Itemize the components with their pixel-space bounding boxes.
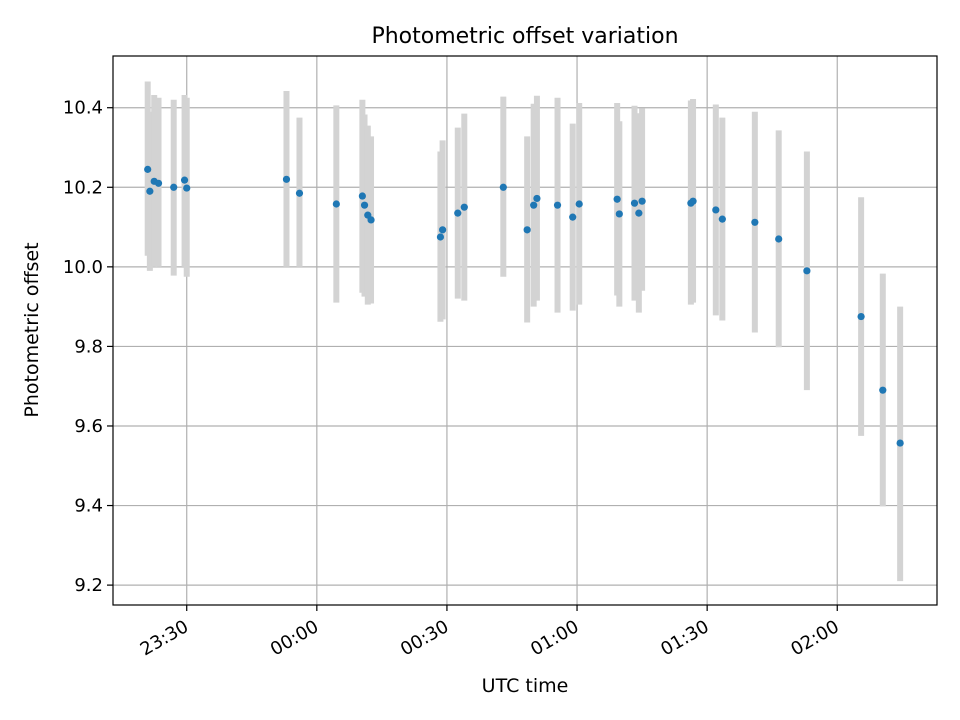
data-point <box>775 235 783 243</box>
y-tick-label: 10.0 <box>63 257 103 278</box>
data-point <box>154 179 163 187</box>
data-point <box>712 206 720 214</box>
y-tick-label: 9.6 <box>74 416 103 437</box>
data-point <box>282 175 291 183</box>
data-point <box>499 183 507 191</box>
y-tick-label: 9.8 <box>74 336 103 357</box>
data-point <box>569 213 577 221</box>
data-point <box>635 209 643 217</box>
data-point <box>436 233 445 241</box>
data-point <box>454 209 462 217</box>
y-tick-label: 10.2 <box>63 177 103 198</box>
y-tick-label: 10.4 <box>63 98 103 119</box>
data-point <box>144 165 152 173</box>
data-point <box>170 183 178 191</box>
data-point <box>896 439 904 447</box>
data-points <box>144 165 904 447</box>
data-point <box>183 184 191 192</box>
data-point <box>879 386 887 394</box>
data-point <box>295 189 304 197</box>
data-point <box>803 267 811 275</box>
data-point <box>523 226 531 234</box>
x-axis-label: UTC time <box>482 675 569 697</box>
y-tick-label: 9.4 <box>74 496 103 517</box>
plot-frame <box>112 55 938 606</box>
y-axis-label: Photometric offset <box>21 242 43 417</box>
data-point <box>718 215 726 223</box>
data-point <box>360 201 369 209</box>
data-point <box>630 199 639 207</box>
data-point <box>180 176 189 184</box>
data-point <box>638 197 646 205</box>
data-point <box>367 216 375 224</box>
data-point <box>615 210 623 218</box>
data-point <box>332 200 340 208</box>
data-point <box>613 195 621 203</box>
data-point <box>530 201 538 209</box>
data-point <box>146 187 154 195</box>
data-point <box>689 197 697 205</box>
data-point <box>460 203 468 211</box>
data-point <box>439 226 447 234</box>
y-tick-label: 9.2 <box>74 575 103 596</box>
data-point <box>575 200 583 208</box>
data-point <box>553 201 562 209</box>
data-point <box>358 192 366 200</box>
data-point <box>857 312 865 321</box>
data-point <box>533 194 541 203</box>
data-point <box>751 218 759 226</box>
chart-title: Photometric offset variation <box>371 24 678 49</box>
